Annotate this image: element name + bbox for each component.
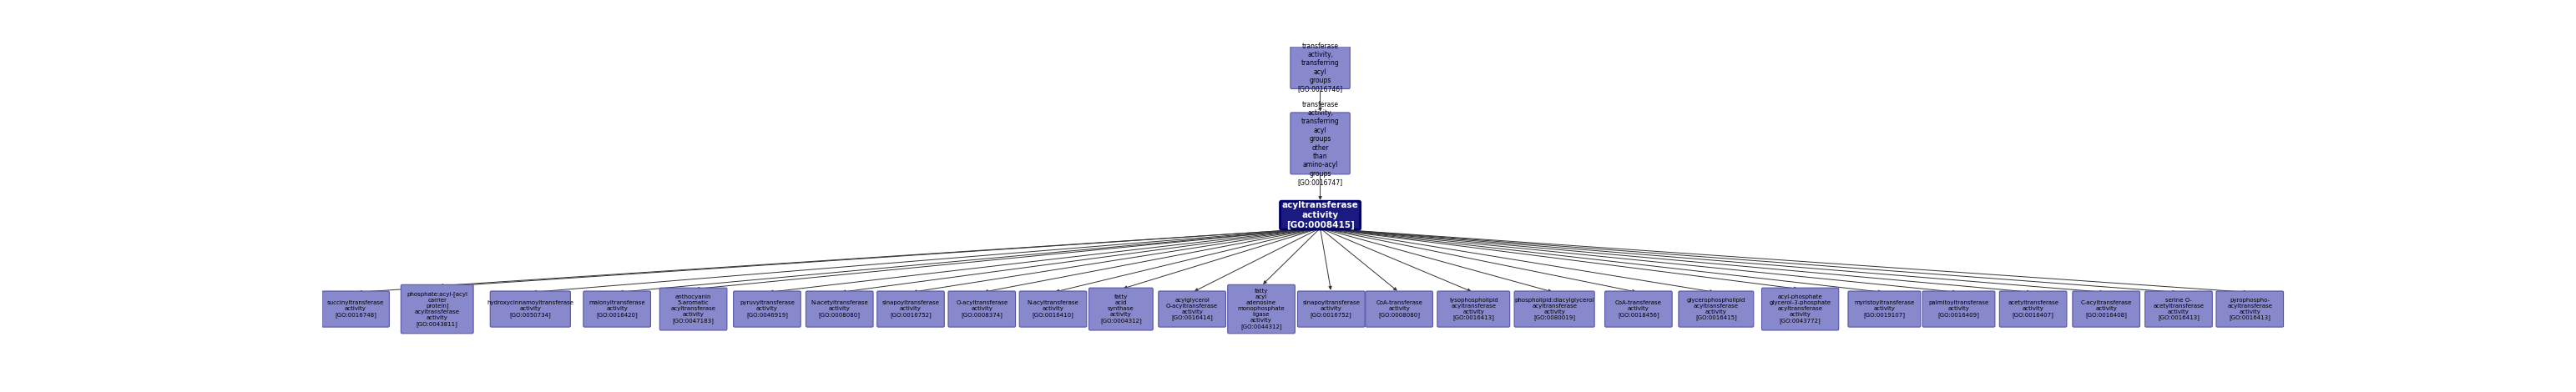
FancyBboxPatch shape <box>322 291 389 327</box>
Text: anthocyanin
5-aromatic
acyltransferase
activity
[GO:0047183]: anthocyanin 5-aromatic acyltransferase a… <box>670 294 716 323</box>
FancyBboxPatch shape <box>1280 201 1360 229</box>
Text: O-acyltransferase
activity
[GO:0008374]: O-acyltransferase activity [GO:0008374] <box>956 300 1007 318</box>
FancyBboxPatch shape <box>1847 291 1922 327</box>
Text: lysophospholipid
acyltransferase
activity
[GO:0016413]: lysophospholipid acyltransferase activit… <box>1450 298 1499 321</box>
FancyBboxPatch shape <box>1298 291 1365 327</box>
FancyBboxPatch shape <box>402 285 474 334</box>
Text: transferase
activity,
transferring
acyl
groups
other
than
amino-acyl
groups
[GO:: transferase activity, transferring acyl … <box>1298 101 1342 186</box>
Text: CoA-transferase
activity
[GO:0018456]: CoA-transferase activity [GO:0018456] <box>1615 300 1662 318</box>
FancyBboxPatch shape <box>1229 285 1296 334</box>
FancyBboxPatch shape <box>948 291 1015 327</box>
FancyBboxPatch shape <box>582 291 652 327</box>
Text: transferase
activity,
transferring
acyl
groups
[GO:0016746]: transferase activity, transferring acyl … <box>1298 42 1342 93</box>
Text: acyltransferase
activity
[GO:0008415]: acyltransferase activity [GO:0008415] <box>1283 201 1358 229</box>
FancyBboxPatch shape <box>2215 291 2282 327</box>
Text: acylglycerol
O-acyltransferase
activity
[GO:0016414]: acylglycerol O-acyltransferase activity … <box>1167 298 1218 321</box>
FancyBboxPatch shape <box>2146 291 2213 327</box>
Text: hydroxycinnamoyltransferase
activity
[GO:0050734]: hydroxycinnamoyltransferase activity [GO… <box>487 300 574 318</box>
FancyBboxPatch shape <box>1090 288 1154 330</box>
FancyBboxPatch shape <box>659 288 726 330</box>
Text: pyrophospho-
acyltransferase
activity
[GO:0016413]: pyrophospho- acyltransferase activity [G… <box>2228 298 2272 321</box>
Text: CoA-transferase
activity
[GO:0008080]: CoA-transferase activity [GO:0008080] <box>1376 300 1422 318</box>
Text: fatty
acid
synthase
activity
[GO:0004312]: fatty acid synthase activity [GO:0004312… <box>1100 294 1141 323</box>
FancyBboxPatch shape <box>1922 291 1994 327</box>
FancyBboxPatch shape <box>1291 113 1350 174</box>
Text: C-acyltransferase
activity
[GO:0016408]: C-acyltransferase activity [GO:0016408] <box>2081 300 2133 318</box>
FancyBboxPatch shape <box>806 291 873 327</box>
FancyBboxPatch shape <box>1365 291 1432 327</box>
Text: serine O-
acetyltransferase
activity
[GO:0016413]: serine O- acetyltransferase activity [GO… <box>2154 298 2205 321</box>
FancyBboxPatch shape <box>876 291 945 327</box>
FancyBboxPatch shape <box>1159 291 1226 327</box>
Text: N-acetyltransferase
activity
[GO:0008080]: N-acetyltransferase activity [GO:0008080… <box>811 300 868 318</box>
Text: acetyltransferase
activity
[GO:0016407]: acetyltransferase activity [GO:0016407] <box>2007 300 2058 318</box>
Text: glycerophospholipid
acyltransferase
activity
[GO:0016415]: glycerophospholipid acyltransferase acti… <box>1687 298 1747 321</box>
FancyBboxPatch shape <box>1291 46 1350 89</box>
FancyBboxPatch shape <box>1437 291 1510 327</box>
FancyBboxPatch shape <box>489 291 569 327</box>
Text: myristoyltransferase
activity
[GO:0019107]: myristoyltransferase activity [GO:001910… <box>1855 300 1914 318</box>
FancyBboxPatch shape <box>1680 291 1754 327</box>
FancyBboxPatch shape <box>1605 291 1672 327</box>
Text: phospholipid:diacylglycerol
acyltransferase
activity
[GO:0080019]: phospholipid:diacylglycerol acyltransfer… <box>1515 298 1595 321</box>
Text: palmitoyltransferase
activity
[GO:0016409]: palmitoyltransferase activity [GO:001640… <box>1929 300 1989 318</box>
Text: malonyltransferase
activity
[GO:0016420]: malonyltransferase activity [GO:0016420] <box>590 300 644 318</box>
Text: phosphate:acyl-[acyl
carrier
protein]
acyltransferase
activity
[GO:0043811]: phosphate:acyl-[acyl carrier protein] ac… <box>407 291 469 327</box>
FancyBboxPatch shape <box>1999 291 2066 327</box>
Text: succinyltransferase
activity
[GO:0016748]: succinyltransferase activity [GO:0016748… <box>327 300 384 318</box>
Text: sinapoyltransferase
activity
[GO:0016752]: sinapoyltransferase activity [GO:0016752… <box>881 300 940 318</box>
Text: acyl-phosphate
glycerol-3-phosphate
acyltransferase
activity
[GO:0043772]: acyl-phosphate glycerol-3-phosphate acyl… <box>1770 294 1832 323</box>
Text: fatty
acyl
adenosine
monophosphate
ligase
activity
[GO:0044312]: fatty acyl adenosine monophosphate ligas… <box>1236 289 1285 329</box>
FancyBboxPatch shape <box>2074 291 2141 327</box>
Text: N-acyltransferase
activity
[GO:0016410]: N-acyltransferase activity [GO:0016410] <box>1028 300 1079 318</box>
FancyBboxPatch shape <box>1515 291 1595 327</box>
Text: pyruvyltransferase
activity
[GO:0046919]: pyruvyltransferase activity [GO:0046919] <box>739 300 793 318</box>
FancyBboxPatch shape <box>734 291 801 327</box>
FancyBboxPatch shape <box>1762 288 1839 330</box>
Text: sinapoyltransferase
activity
[GO:0016752]: sinapoyltransferase activity [GO:0016752… <box>1303 300 1360 318</box>
FancyBboxPatch shape <box>1020 291 1087 327</box>
